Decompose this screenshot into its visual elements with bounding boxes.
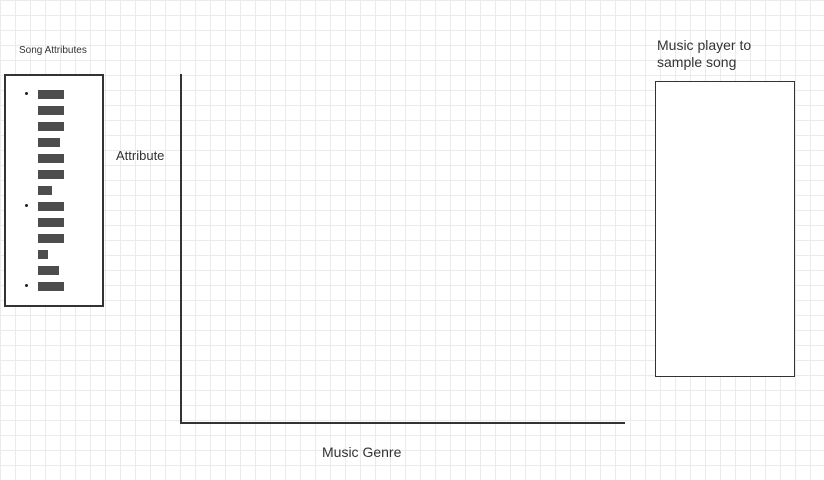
- attribute-placeholder-bar: [38, 154, 64, 163]
- attribute-placeholder-bar: [38, 138, 60, 147]
- attribute-item: [6, 138, 102, 147]
- attribute-placeholder-bar: [38, 106, 64, 115]
- bullet-icon: [25, 92, 28, 95]
- y-axis-line: [180, 74, 182, 424]
- bullet-icon: [25, 284, 28, 287]
- attribute-placeholder-bar: [38, 266, 59, 275]
- attribute-item: [6, 170, 102, 179]
- attribute-placeholder-bar: [38, 282, 64, 291]
- music-player[interactable]: [655, 81, 795, 377]
- attribute-item: [6, 90, 102, 99]
- attribute-placeholder-bar: [38, 90, 64, 99]
- attribute-item: [6, 218, 102, 227]
- attribute-placeholder-bar: [38, 218, 64, 227]
- attribute-placeholder-bar: [38, 202, 64, 211]
- bullet-icon: [25, 204, 28, 207]
- attribute-item: [6, 106, 102, 115]
- attribute-item: [6, 234, 102, 243]
- x-axis-label: Music Genre: [322, 444, 402, 460]
- attribute-item: [6, 154, 102, 163]
- attribute-placeholder-bar: [38, 122, 64, 131]
- attribute-item: [6, 202, 102, 211]
- attribute-placeholder-bar: [38, 250, 48, 259]
- attribute-item: [6, 186, 102, 195]
- x-axis-line: [180, 422, 625, 424]
- attribute-placeholder-bar: [38, 186, 52, 195]
- attribute-item: [6, 266, 102, 275]
- attribute-item: [6, 250, 102, 259]
- attribute-item: [6, 282, 102, 291]
- attribute-placeholder-bar: [38, 234, 64, 243]
- attribute-item: [6, 122, 102, 131]
- music-player-title: Music player to sample song: [657, 37, 752, 70]
- song-attributes-title: Song Attributes: [19, 45, 87, 56]
- attribute-placeholder-bar: [38, 170, 64, 179]
- y-axis-label: Attribute: [116, 148, 165, 163]
- song-attributes-list: [4, 74, 104, 307]
